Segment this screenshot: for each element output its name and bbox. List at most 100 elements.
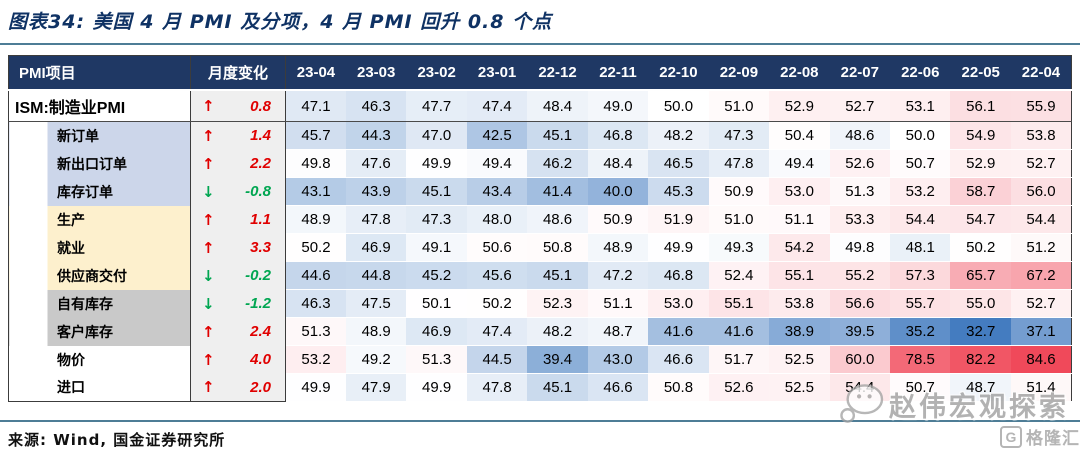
gelonghui-badge-icon: G bbox=[1000, 425, 1022, 448]
pmi-value-cell: 52.4 bbox=[708, 261, 770, 290]
row-label: 供应商交付 bbox=[8, 261, 191, 290]
table-row: 物价 ↑ 4.0 53.2 49.2 51.3 44.5 39.4 43.0 46.6 51.7 52… bbox=[8, 345, 1072, 374]
pmi-value-cell: 51.9 bbox=[648, 205, 709, 234]
source-note: 来源: Wind, 国金证券研究所 bbox=[8, 431, 226, 449]
pmi-value-cell: 50.6 bbox=[466, 233, 528, 262]
pmi-value-cell: 50.4 bbox=[769, 121, 830, 150]
monthly-change-cell: ↑ 1.1 bbox=[190, 205, 286, 234]
pmi-value-cell: 47.0 bbox=[406, 121, 467, 150]
pmi-value-cell: 39.4 bbox=[527, 345, 588, 374]
pmi-value-cell: 50.8 bbox=[648, 373, 709, 402]
pmi-value-cell: 45.1 bbox=[527, 261, 588, 290]
pmi-value-cell: 49.9 bbox=[406, 373, 467, 402]
pmi-value-cell: 48.9 bbox=[345, 317, 407, 346]
pmi-value-cell: 50.9 bbox=[587, 205, 649, 234]
pmi-value-cell: 51.4 bbox=[1010, 373, 1072, 402]
monthly-change-cell: ↑ 2.0 bbox=[190, 373, 286, 402]
pmi-value-cell: 51.0 bbox=[708, 90, 770, 122]
pmi-value-cell: 47.8 bbox=[345, 205, 407, 234]
monthly-change-cell: ↑ 4.0 bbox=[190, 345, 286, 374]
pmi-value-cell: 53.8 bbox=[1010, 121, 1072, 150]
down-arrow-icon: ↓ bbox=[202, 182, 215, 201]
pmi-value-cell: 82.2 bbox=[950, 345, 1011, 374]
pmi-value-cell: 49.3 bbox=[708, 233, 770, 262]
pmi-value-cell: 51.1 bbox=[769, 205, 830, 234]
pmi-value-cell: 47.8 bbox=[708, 149, 770, 178]
change-value: -0.8 bbox=[245, 183, 271, 200]
monthly-change-cell: ↓ -1.2 bbox=[190, 289, 286, 318]
pmi-value-cell: 45.3 bbox=[648, 177, 709, 206]
pmi-value-cell: 52.6 bbox=[829, 149, 891, 178]
pmi-value-cell: 49.4 bbox=[466, 149, 528, 178]
pmi-value-cell: 54.4 bbox=[890, 205, 951, 234]
monthly-change-cell: ↑ 1.4 bbox=[190, 121, 286, 150]
pmi-value-cell: 48.6 bbox=[527, 205, 588, 234]
up-arrow-icon: ↑ bbox=[202, 238, 215, 257]
pmi-value-cell: 46.3 bbox=[285, 289, 346, 318]
pmi-value-cell: 50.2 bbox=[950, 233, 1011, 262]
up-arrow-icon: ↑ bbox=[202, 97, 215, 115]
pmi-value-cell: 51.3 bbox=[829, 177, 891, 206]
pmi-value-cell: 52.9 bbox=[950, 149, 1011, 178]
monthly-change-cell: ↑ 0.8 bbox=[190, 90, 286, 122]
month-header: 22-07 bbox=[829, 55, 891, 91]
pmi-value-cell: 49.1 bbox=[406, 233, 467, 262]
table-row: 就业 ↑ 3.3 50.2 46.9 49.1 50.6 50.8 48.9 49.9 49.3 54… bbox=[8, 233, 1072, 262]
up-arrow-icon: ↑ bbox=[202, 322, 215, 341]
month-header: 22-12 bbox=[527, 55, 588, 91]
pmi-value-cell: 57.3 bbox=[890, 261, 951, 290]
pmi-value-cell: 49.0 bbox=[587, 90, 649, 122]
pmi-value-cell: 53.1 bbox=[890, 90, 951, 122]
pmi-value-cell: 48.9 bbox=[285, 205, 346, 234]
pmi-value-cell: 49.8 bbox=[285, 149, 346, 178]
pmi-value-cell: 53.0 bbox=[769, 177, 830, 206]
pmi-value-cell: 47.8 bbox=[466, 373, 528, 402]
pmi-value-cell: 48.1 bbox=[890, 233, 951, 262]
row-label: 新出口订单 bbox=[8, 149, 191, 178]
pmi-value-cell: 47.2 bbox=[587, 261, 649, 290]
pmi-value-cell: 51.3 bbox=[285, 317, 346, 346]
pmi-value-cell: 53.3 bbox=[829, 205, 891, 234]
pmi-value-cell: 48.0 bbox=[466, 205, 528, 234]
month-header: 22-05 bbox=[950, 55, 1011, 91]
pmi-value-cell: 39.5 bbox=[829, 317, 891, 346]
pmi-value-cell: 47.5 bbox=[345, 289, 407, 318]
pmi-value-cell: 65.7 bbox=[950, 261, 1011, 290]
pmi-value-cell: 55.9 bbox=[1010, 90, 1072, 122]
pmi-value-cell: 48.2 bbox=[527, 317, 588, 346]
pmi-value-cell: 50.2 bbox=[466, 289, 528, 318]
row-label: 就业 bbox=[8, 233, 191, 262]
month-header: 22-09 bbox=[708, 55, 770, 91]
pmi-value-cell: 53.2 bbox=[890, 177, 951, 206]
up-arrow-icon: ↑ bbox=[202, 378, 215, 397]
pmi-value-cell: 43.9 bbox=[345, 177, 407, 206]
pmi-value-cell: 58.7 bbox=[950, 177, 1011, 206]
pmi-value-cell: 45.1 bbox=[406, 177, 467, 206]
pmi-value-cell: 49.9 bbox=[406, 149, 467, 178]
change-value: -1.2 bbox=[245, 295, 271, 312]
pmi-value-cell: 67.2 bbox=[1010, 261, 1072, 290]
pmi-value-cell: 53.0 bbox=[648, 289, 709, 318]
pmi-value-cell: 52.9 bbox=[769, 90, 830, 122]
pmi-value-cell: 44.6 bbox=[285, 261, 346, 290]
pmi-value-cell: 50.2 bbox=[285, 233, 346, 262]
pmi-value-cell: 37.1 bbox=[1010, 317, 1072, 346]
month-header: 23-02 bbox=[406, 55, 467, 91]
down-arrow-icon: ↓ bbox=[202, 266, 215, 285]
row-label: 库存订单 bbox=[8, 177, 191, 206]
pmi-value-cell: 48.6 bbox=[829, 121, 891, 150]
change-value: 1.4 bbox=[250, 127, 271, 145]
pmi-value-cell: 54.4 bbox=[1010, 205, 1072, 234]
monthly-change-cell: ↓ -0.8 bbox=[190, 177, 286, 206]
table-row: 供应商交付 ↓ -0.2 44.6 44.8 45.2 45.6 45.1 47.2 46.8 52… bbox=[8, 261, 1072, 290]
pmi-value-cell: 46.9 bbox=[406, 317, 467, 346]
pmi-value-cell: 48.7 bbox=[950, 373, 1011, 402]
pmi-value-cell: 50.8 bbox=[527, 233, 588, 262]
pmi-value-cell: 53.2 bbox=[285, 345, 346, 374]
month-header: 22-10 bbox=[648, 55, 709, 91]
up-arrow-icon: ↑ bbox=[202, 154, 215, 173]
header-row: PMI项目 月度变化 23-04 23-03 23-02 23-01 22-12 22-1… bbox=[8, 55, 1072, 91]
title-divider bbox=[0, 43, 1080, 45]
pmi-value-cell: 47.6 bbox=[345, 149, 407, 178]
pmi-value-cell: 49.2 bbox=[345, 345, 407, 374]
